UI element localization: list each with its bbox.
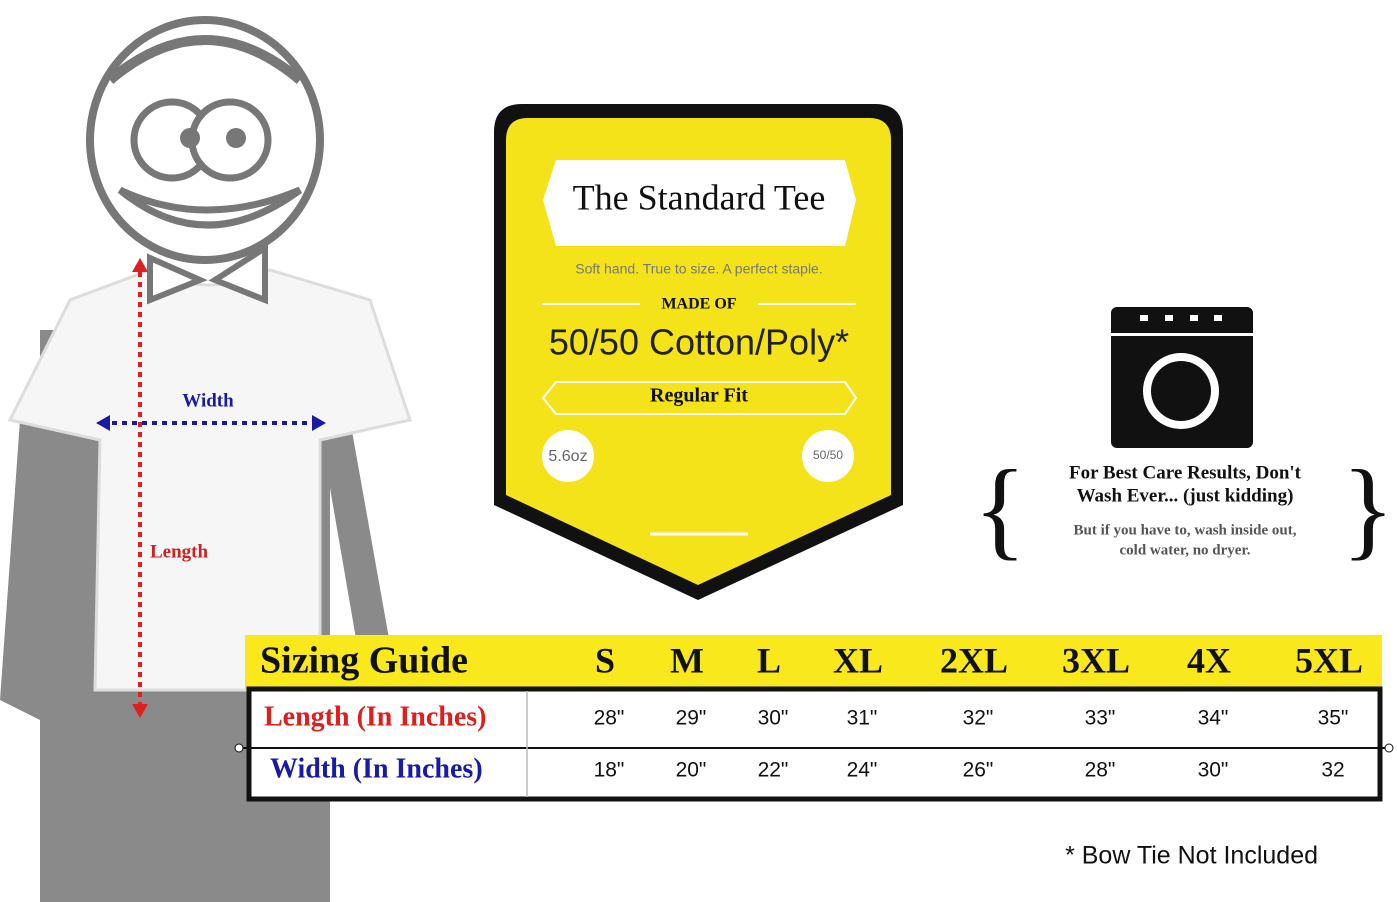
svg-text:{: { — [974, 447, 1027, 569]
size-value: 24" — [847, 759, 878, 782]
size-value: 32" — [963, 707, 994, 730]
care-body: But if you have to, wash inside out, — [1074, 522, 1297, 538]
svg-text:}: } — [1342, 447, 1395, 569]
size-value: 33" — [1085, 707, 1116, 730]
table-title: Sizing Guide — [260, 640, 468, 682]
material: 50/50 Cotton/Poly* — [549, 322, 849, 363]
tagline: Soft hand. True to size. A perfect stapl… — [575, 261, 822, 277]
width-label: Width — [182, 390, 234, 411]
size-header: S — [595, 640, 615, 680]
size-value: 18" — [594, 759, 625, 782]
weight: 5.6oz — [548, 448, 587, 465]
size-header: 5XL — [1295, 640, 1363, 680]
size-header: 3XL — [1062, 640, 1130, 680]
size-header: L — [757, 640, 781, 680]
size-value: 22" — [758, 759, 789, 782]
size-value: 31" — [847, 707, 878, 730]
size-value: 26" — [963, 759, 994, 782]
sizing-table: Sizing Guide S M L XL 2XL 3XL 4X 5XL Length (In … — [234, 635, 1394, 802]
tag-title: The Standard Tee — [573, 177, 826, 217]
footnote: * Bow Tie Not Included — [1065, 842, 1318, 870]
care-body: cold water, no dryer. — [1120, 542, 1251, 558]
fit: Regular Fit — [650, 385, 748, 407]
size-header: 2XL — [940, 640, 1008, 680]
tag: The Standard Tee Soft hand. True to size… — [494, 104, 903, 600]
size-value: 28" — [594, 707, 625, 730]
size-value: 20" — [676, 759, 707, 782]
care-heading: For Best Care Results, Don't — [1069, 462, 1302, 483]
row-label: Length (In Inches) — [264, 701, 486, 732]
made-of: MADE OF — [661, 296, 736, 313]
size-value: 32 — [1321, 759, 1344, 782]
size-header: M — [670, 640, 704, 680]
length-label: Length — [150, 541, 209, 562]
size-value: 30" — [1198, 759, 1229, 782]
size-value: 29" — [676, 707, 707, 730]
blend: 50/50 — [813, 448, 843, 462]
size-header: XL — [833, 640, 883, 680]
care-heading: Wash Ever... (just kidding) — [1077, 485, 1294, 506]
size-header: 4X — [1187, 640, 1231, 680]
size-value: 28" — [1085, 759, 1116, 782]
care: { } For Best Care Results, Don't Wash Ev… — [974, 307, 1395, 569]
size-value: 30" — [758, 707, 789, 730]
size-value: 34" — [1198, 707, 1229, 730]
row-label: Width (In Inches) — [270, 753, 483, 784]
figure: Width Length — [0, 16, 412, 902]
size-value: 35" — [1318, 707, 1349, 730]
